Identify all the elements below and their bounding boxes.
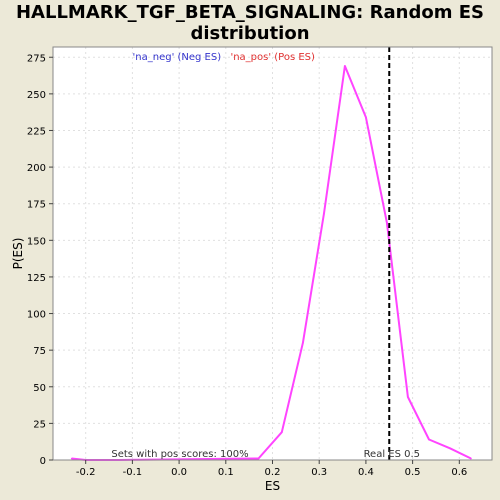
sets-annotation: Sets with pos scores: 100% (111, 449, 248, 460)
y-tick-label: 275 (27, 53, 46, 64)
y-tick-label: 225 (27, 126, 46, 137)
data-point (323, 213, 325, 215)
y-tick-label: 250 (27, 90, 46, 101)
y-tick-label: 0 (40, 456, 46, 467)
real-es-annotation: Real ES 0.5 (364, 449, 420, 460)
data-point (344, 65, 346, 67)
data-point (407, 396, 409, 398)
x-tick-label: 0.6 (451, 467, 467, 478)
data-point (386, 222, 388, 224)
data-point (258, 458, 260, 460)
data-point (365, 116, 367, 118)
x-tick-label: 0.4 (358, 467, 374, 478)
data-point (428, 439, 430, 441)
x-tick-label: 0.1 (218, 467, 234, 478)
x-tick-label: 0.2 (265, 467, 281, 478)
y-tick-label: 25 (33, 419, 46, 430)
x-tick-label: -0.2 (76, 467, 96, 478)
legend-entry-neg: 'na_neg' (Neg ES) (133, 52, 222, 63)
y-tick-label: 150 (27, 236, 46, 247)
legend-entry-pos: 'na_pos' (Pos ES) (230, 52, 315, 63)
y-tick-label: 175 (27, 200, 46, 211)
y-tick-label: 75 (33, 346, 46, 357)
x-tick-label: 0.3 (311, 467, 327, 478)
x-tick-label: 0.5 (405, 467, 421, 478)
y-tick-label: 200 (27, 163, 46, 174)
x-tick-label: 0.0 (171, 467, 187, 478)
data-point (470, 458, 472, 460)
x-axis-title: ES (265, 479, 280, 493)
y-tick-label: 125 (27, 273, 46, 284)
y-axis-title: P(ES) (11, 238, 25, 270)
y-tick-label: 50 (33, 383, 46, 394)
data-point (449, 447, 451, 449)
x-axis: -0.2 -0.1 0.0 0.1 0.2 0.3 0.4 0.5 0.6 (76, 460, 467, 478)
data-point (71, 458, 73, 460)
data-point (302, 342, 304, 344)
y-tick-label: 100 (27, 310, 46, 321)
data-point (281, 431, 283, 433)
x-tick-label: -0.1 (123, 467, 143, 478)
y-axis: 0 25 50 75 100 125 150 175 200 225 250 275 (27, 53, 53, 467)
